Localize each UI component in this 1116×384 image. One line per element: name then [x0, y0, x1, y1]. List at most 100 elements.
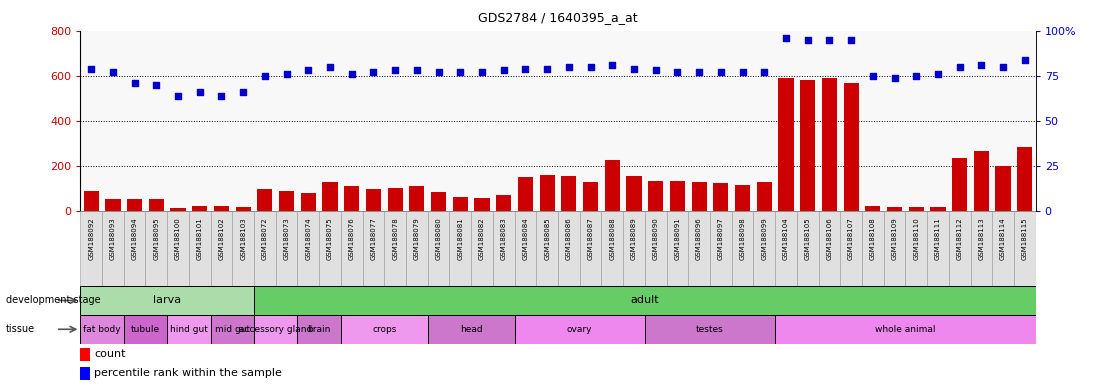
Point	[647, 67, 665, 73]
Text: GSM188102: GSM188102	[219, 217, 224, 260]
Text: GSM188106: GSM188106	[826, 217, 833, 260]
Point	[581, 64, 599, 70]
Bar	[254, 315, 298, 344]
Bar	[579, 211, 602, 286]
Bar	[1014, 211, 1036, 286]
Bar	[735, 185, 750, 211]
Bar	[471, 211, 493, 286]
Bar	[145, 211, 167, 286]
Text: GSM188096: GSM188096	[696, 217, 702, 260]
Text: GSM188090: GSM188090	[653, 217, 658, 260]
Text: crops: crops	[372, 325, 396, 334]
Point	[864, 73, 882, 79]
Point	[430, 69, 448, 75]
Point	[343, 71, 360, 77]
Bar	[974, 151, 989, 211]
Bar	[80, 348, 90, 361]
Text: GSM188097: GSM188097	[718, 217, 724, 260]
Point	[690, 69, 708, 75]
Bar	[344, 186, 359, 211]
Bar	[387, 187, 403, 211]
Bar	[710, 211, 732, 286]
Bar	[80, 286, 254, 315]
Point	[126, 80, 144, 86]
Text: GSM188088: GSM188088	[609, 217, 615, 260]
Point	[83, 66, 100, 72]
Point	[886, 74, 904, 81]
Point	[820, 37, 838, 43]
Text: mid gut: mid gut	[214, 325, 250, 334]
Text: GSM188101: GSM188101	[196, 217, 203, 260]
Bar	[558, 211, 579, 286]
Point	[408, 67, 426, 73]
Bar	[105, 199, 121, 211]
Point	[929, 71, 946, 77]
Bar	[797, 211, 818, 286]
Bar	[927, 211, 949, 286]
Text: fat body: fat body	[84, 325, 121, 334]
Point	[517, 66, 535, 72]
Text: GSM188094: GSM188094	[132, 217, 137, 260]
Point	[104, 69, 122, 75]
Bar	[319, 211, 340, 286]
Bar	[363, 211, 384, 286]
Bar	[410, 186, 424, 211]
Text: development stage: development stage	[6, 295, 100, 306]
Point	[733, 69, 751, 75]
Point	[321, 64, 339, 70]
Text: GSM188099: GSM188099	[761, 217, 768, 260]
Point	[777, 35, 795, 41]
Bar	[514, 315, 645, 344]
Bar	[406, 211, 427, 286]
Text: GSM188100: GSM188100	[175, 217, 181, 260]
Text: tubule: tubule	[131, 325, 160, 334]
Point	[451, 69, 469, 75]
Bar	[884, 211, 905, 286]
Bar	[254, 211, 276, 286]
Text: GSM188085: GSM188085	[545, 217, 550, 260]
Bar	[931, 207, 945, 211]
Text: GSM188076: GSM188076	[348, 217, 355, 260]
Text: head: head	[460, 325, 482, 334]
Bar	[300, 193, 316, 211]
Bar	[865, 205, 881, 211]
Point	[907, 73, 925, 79]
Point	[256, 73, 273, 79]
Point	[712, 69, 730, 75]
Bar	[214, 205, 229, 211]
Point	[604, 62, 622, 68]
Bar	[235, 207, 251, 211]
Bar	[757, 182, 772, 211]
Point	[473, 69, 491, 75]
Bar	[908, 207, 924, 211]
Text: GSM188083: GSM188083	[501, 217, 507, 260]
Bar	[952, 158, 968, 211]
Bar	[995, 166, 1011, 211]
Bar	[211, 211, 232, 286]
Bar	[648, 181, 663, 211]
Bar	[887, 207, 902, 211]
Point	[170, 93, 187, 99]
Bar	[778, 78, 793, 211]
Bar	[905, 211, 927, 286]
Bar	[670, 181, 685, 211]
Text: GSM188089: GSM188089	[631, 217, 637, 260]
Bar	[561, 176, 577, 211]
Bar	[1017, 147, 1032, 211]
Text: GSM188113: GSM188113	[979, 217, 984, 260]
Bar	[102, 211, 124, 286]
Bar	[167, 211, 189, 286]
Bar	[192, 205, 208, 211]
Bar	[518, 177, 533, 211]
Bar	[602, 211, 623, 286]
Bar	[474, 198, 490, 211]
Text: GSM188115: GSM188115	[1022, 217, 1028, 260]
Bar	[80, 315, 124, 344]
Text: GSM188108: GSM188108	[869, 217, 876, 260]
Text: GSM188081: GSM188081	[458, 217, 463, 260]
Bar	[450, 211, 471, 286]
Bar	[366, 189, 381, 211]
Bar	[623, 211, 645, 286]
Bar	[605, 161, 619, 211]
Text: GSM188091: GSM188091	[674, 217, 681, 260]
